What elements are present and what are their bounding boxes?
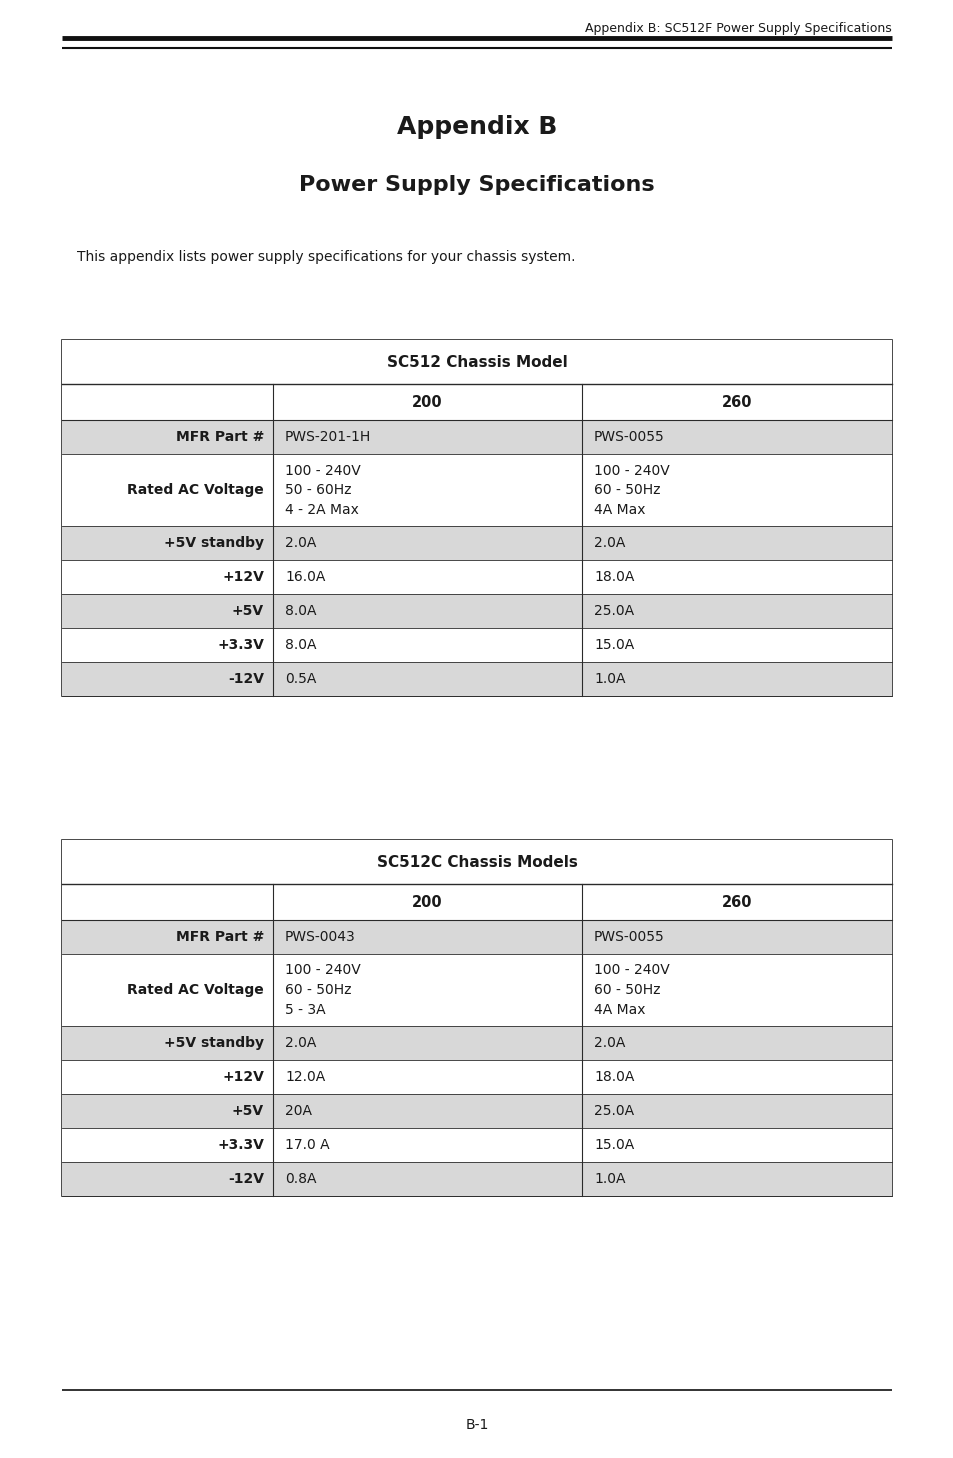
Text: SC512 Chassis Model: SC512 Chassis Model — [386, 354, 567, 369]
Text: +5V: +5V — [232, 1104, 264, 1118]
Text: 12.0A: 12.0A — [285, 1070, 325, 1083]
Text: 2.0A: 2.0A — [285, 537, 316, 550]
Text: 100 - 240V
60 - 50Hz
4A Max: 100 - 240V 60 - 50Hz 4A Max — [594, 464, 669, 516]
Text: 100 - 240V
50 - 60Hz
4 - 2A Max: 100 - 240V 50 - 60Hz 4 - 2A Max — [285, 464, 360, 516]
Bar — [62, 954, 891, 1026]
Text: +5V standby: +5V standby — [164, 537, 264, 550]
Text: Rated AC Voltage: Rated AC Voltage — [127, 983, 264, 997]
Text: +5V: +5V — [232, 604, 264, 618]
Bar — [62, 383, 891, 420]
Text: +3.3V: +3.3V — [217, 1139, 264, 1152]
Bar — [62, 840, 891, 884]
Text: Rated AC Voltage: Rated AC Voltage — [127, 483, 264, 497]
Text: 0.5A: 0.5A — [285, 672, 316, 687]
Text: 16.0A: 16.0A — [285, 570, 325, 585]
Text: 18.0A: 18.0A — [594, 1070, 634, 1083]
Text: 100 - 240V
60 - 50Hz
4A Max: 100 - 240V 60 - 50Hz 4A Max — [594, 964, 669, 1016]
Text: B-1: B-1 — [465, 1419, 488, 1432]
Text: PWS-0055: PWS-0055 — [594, 930, 664, 943]
Text: 20A: 20A — [285, 1104, 312, 1118]
Bar — [62, 420, 891, 453]
Text: 8.0A: 8.0A — [285, 639, 316, 652]
Text: 2.0A: 2.0A — [285, 1037, 316, 1050]
Bar — [62, 526, 891, 560]
Text: 15.0A: 15.0A — [594, 1139, 634, 1152]
Bar — [62, 628, 891, 662]
Text: 260: 260 — [721, 395, 752, 410]
Bar — [62, 1060, 891, 1094]
Text: +5V standby: +5V standby — [164, 1037, 264, 1050]
Text: 25.0A: 25.0A — [594, 1104, 634, 1118]
Text: -12V: -12V — [228, 1172, 264, 1185]
Text: 2.0A: 2.0A — [594, 537, 625, 550]
Text: 200: 200 — [412, 395, 442, 410]
Text: 2.0A: 2.0A — [594, 1037, 625, 1050]
Text: MFR Part #: MFR Part # — [175, 930, 264, 943]
Bar — [62, 593, 891, 628]
Text: Power Supply Specifications: Power Supply Specifications — [299, 175, 654, 195]
Text: +3.3V: +3.3V — [217, 639, 264, 652]
Text: Appendix B: SC512F Power Supply Specifications: Appendix B: SC512F Power Supply Specific… — [584, 22, 891, 35]
Bar — [62, 920, 891, 954]
Text: MFR Part #: MFR Part # — [175, 430, 264, 445]
Text: 1.0A: 1.0A — [594, 1172, 625, 1185]
Text: 1.0A: 1.0A — [594, 672, 625, 687]
Text: 200: 200 — [412, 895, 442, 910]
Bar — [62, 1026, 891, 1060]
Text: 18.0A: 18.0A — [594, 570, 634, 585]
Text: 100 - 240V
60 - 50Hz
5 - 3A: 100 - 240V 60 - 50Hz 5 - 3A — [285, 964, 360, 1016]
Text: +12V: +12V — [222, 570, 264, 585]
Text: Appendix B: Appendix B — [396, 115, 557, 139]
Bar — [62, 884, 891, 920]
Bar — [62, 560, 891, 593]
Text: +12V: +12V — [222, 1070, 264, 1083]
Text: 25.0A: 25.0A — [594, 604, 634, 618]
Text: 17.0 A: 17.0 A — [285, 1139, 330, 1152]
Bar — [62, 840, 891, 1196]
Text: -12V: -12V — [228, 672, 264, 687]
Bar — [62, 1094, 891, 1128]
Text: PWS-201-1H: PWS-201-1H — [285, 430, 371, 445]
Bar — [62, 1128, 891, 1162]
Bar — [62, 662, 891, 695]
Text: 0.8A: 0.8A — [285, 1172, 316, 1185]
Bar — [62, 340, 891, 695]
Bar — [62, 1162, 891, 1196]
Text: 15.0A: 15.0A — [594, 639, 634, 652]
Bar — [62, 453, 891, 526]
Text: This appendix lists power supply specifications for your chassis system.: This appendix lists power supply specifi… — [77, 249, 575, 264]
Text: 260: 260 — [721, 895, 752, 910]
Text: 8.0A: 8.0A — [285, 604, 316, 618]
Text: PWS-0043: PWS-0043 — [285, 930, 355, 943]
Text: PWS-0055: PWS-0055 — [594, 430, 664, 445]
Bar — [62, 340, 891, 383]
Text: SC512C Chassis Models: SC512C Chassis Models — [376, 854, 577, 869]
